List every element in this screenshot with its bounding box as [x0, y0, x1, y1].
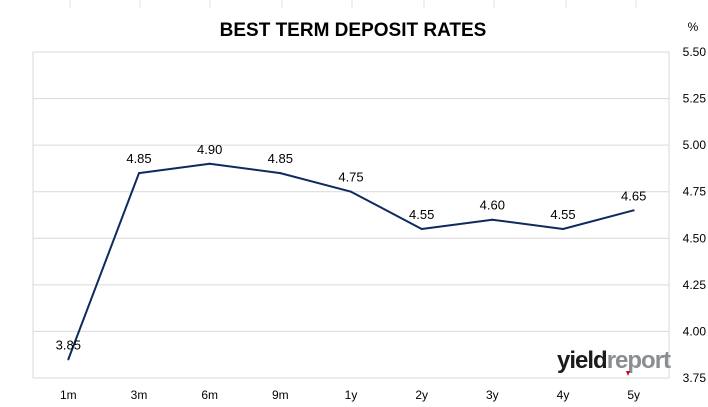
- y-tick-label: 4.00: [683, 324, 707, 338]
- yieldreport-logo: yieldreport: [557, 347, 672, 376]
- chart-title: BEST TERM DEPOSIT RATES: [220, 20, 487, 41]
- logo-part-2: report: [607, 347, 671, 374]
- y-tick-label: 4.50: [683, 231, 707, 245]
- x-tick-label: 3y: [486, 388, 499, 402]
- data-point: [279, 172, 282, 175]
- series-line-group: [67, 162, 635, 361]
- plot-area-border: [32, 51, 670, 379]
- data-point: [67, 358, 70, 361]
- data-label: 4.55: [409, 207, 434, 222]
- x-tick-label: 5y: [627, 388, 640, 402]
- x-tick-label: 2y: [415, 388, 428, 402]
- logo-part-1: yield: [557, 347, 607, 374]
- x-tick-label: 1m: [60, 388, 77, 402]
- plot-border: [32, 51, 670, 379]
- y-tick-label: 3.75: [683, 371, 707, 385]
- data-point: [420, 227, 423, 230]
- data-label: 4.60: [480, 198, 505, 213]
- x-tick-label: 3m: [131, 388, 148, 402]
- x-axis-ticks: 1m 3m 6m 9m 1y 2y 3y 4y 5y: [60, 388, 640, 402]
- x-tick-label: 9m: [272, 388, 289, 402]
- data-label: 4.55: [550, 207, 575, 222]
- data-point: [138, 172, 140, 175]
- data-label: 3.85: [56, 337, 81, 352]
- y-tick-label: 5.00: [683, 138, 707, 152]
- data-point: [562, 227, 564, 230]
- data-label: 4.75: [338, 170, 363, 185]
- logo-accent-mark: [626, 371, 630, 376]
- data-point: [350, 190, 352, 193]
- y-tick-label: 4.25: [683, 278, 707, 292]
- data-label: 4.85: [126, 151, 151, 166]
- logo-text: yieldreport: [557, 347, 671, 374]
- data-point: [491, 218, 494, 221]
- data-label: 4.85: [268, 151, 293, 166]
- y-tick-label: 5.25: [683, 92, 707, 106]
- x-tick-label: 4y: [557, 388, 570, 402]
- data-label: 4.90: [197, 142, 222, 157]
- y-axis-ticks: 3.75 4.00 4.25 4.50 4.75 5.00 5.25 5.50: [683, 45, 707, 385]
- y-axis-unit-label: %: [688, 20, 699, 34]
- top-strip-ticks: [69, 0, 637, 8]
- data-point: [632, 209, 635, 212]
- x-tick-label: 1y: [345, 388, 358, 402]
- y-tick-label: 4.75: [683, 185, 707, 199]
- data-point: [208, 162, 211, 165]
- series-line: [67, 162, 634, 360]
- data-label: 4.65: [621, 188, 646, 203]
- y-tick-label: 5.50: [683, 45, 707, 59]
- x-tick-label: 6m: [201, 388, 218, 402]
- data-labels: 3.85 4.85 4.90 4.85 4.75 4.55 4.60 4.55 4.65: [56, 142, 647, 353]
